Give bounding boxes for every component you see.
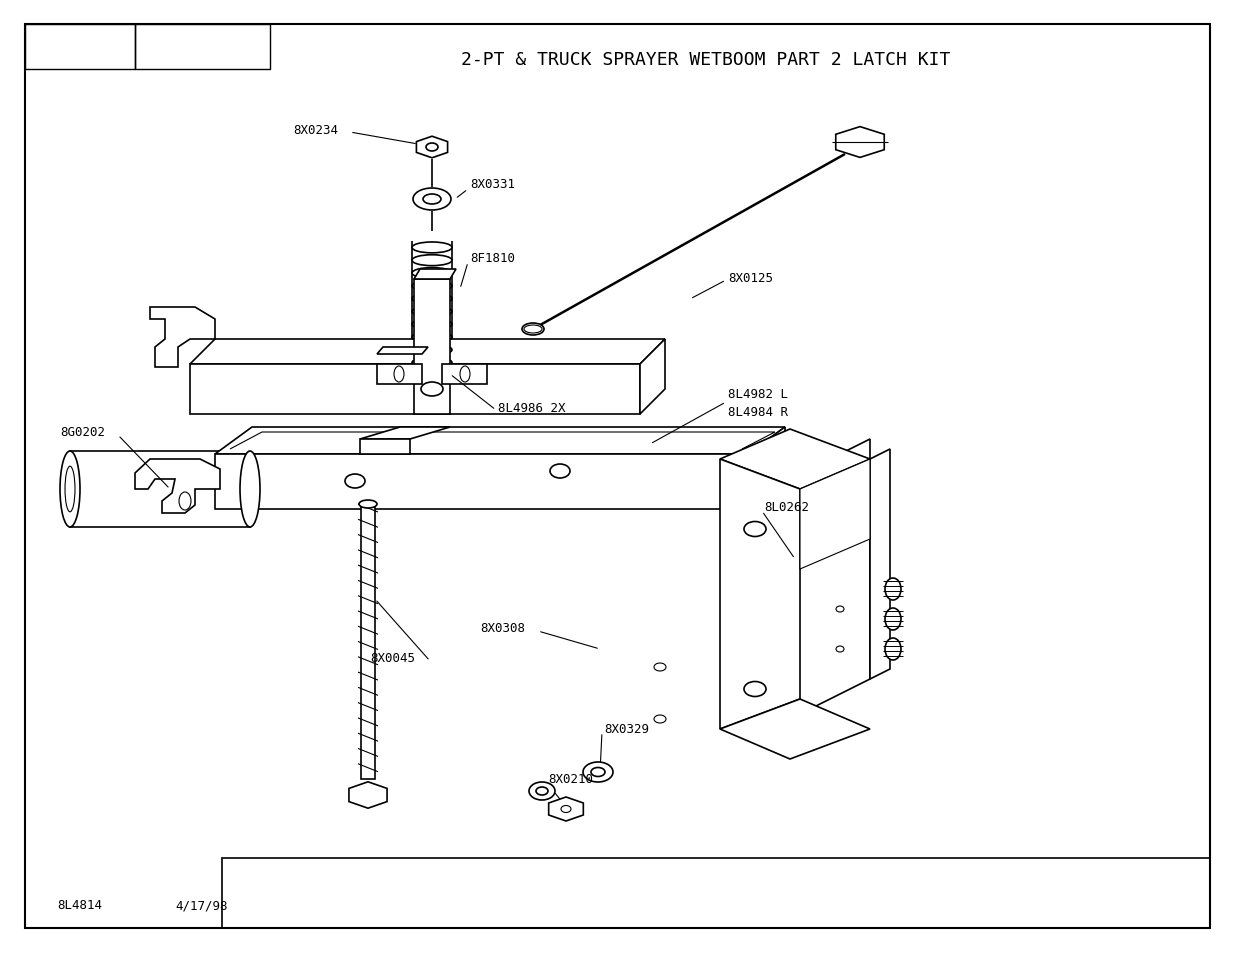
Polygon shape: [149, 308, 215, 368]
Ellipse shape: [359, 500, 377, 509]
Ellipse shape: [412, 269, 452, 279]
Text: 8F1810: 8F1810: [471, 252, 515, 264]
Polygon shape: [414, 270, 456, 280]
Polygon shape: [359, 439, 410, 455]
Polygon shape: [416, 137, 447, 158]
Bar: [25, 25, 135, 70]
Ellipse shape: [412, 333, 452, 343]
Ellipse shape: [65, 467, 75, 513]
Polygon shape: [836, 128, 884, 158]
Polygon shape: [230, 433, 776, 450]
Text: 8X0045: 8X0045: [370, 651, 415, 664]
Polygon shape: [190, 339, 664, 365]
Ellipse shape: [592, 768, 605, 777]
Ellipse shape: [426, 144, 438, 152]
Ellipse shape: [524, 326, 542, 334]
Ellipse shape: [424, 194, 441, 205]
Polygon shape: [377, 365, 422, 385]
Ellipse shape: [885, 639, 902, 660]
Text: 8L4814: 8L4814: [58, 899, 103, 911]
Ellipse shape: [885, 578, 902, 600]
Ellipse shape: [412, 319, 452, 331]
Ellipse shape: [412, 357, 452, 369]
Polygon shape: [720, 430, 869, 490]
Text: 8X0234: 8X0234: [293, 123, 338, 136]
Ellipse shape: [345, 475, 366, 489]
Polygon shape: [748, 428, 785, 510]
Text: 8L4986 2X: 8L4986 2X: [498, 401, 566, 414]
Ellipse shape: [179, 493, 191, 511]
Ellipse shape: [412, 307, 452, 317]
Text: 8X0210: 8X0210: [548, 773, 593, 785]
Text: 2-PT & TRUCK SPRAYER WETBOOM PART 2 LATCH KIT: 2-PT & TRUCK SPRAYER WETBOOM PART 2 LATC…: [462, 51, 951, 69]
Ellipse shape: [561, 805, 571, 813]
Text: 8L0262: 8L0262: [764, 501, 809, 514]
Text: 8X0329: 8X0329: [604, 722, 650, 736]
Ellipse shape: [421, 382, 443, 396]
Polygon shape: [135, 459, 220, 514]
Polygon shape: [190, 365, 640, 415]
Polygon shape: [869, 450, 890, 679]
Ellipse shape: [412, 255, 452, 266]
Ellipse shape: [655, 716, 666, 723]
Ellipse shape: [550, 464, 571, 478]
Ellipse shape: [412, 189, 451, 211]
Ellipse shape: [529, 782, 555, 801]
Ellipse shape: [394, 367, 404, 382]
Polygon shape: [720, 700, 869, 760]
Text: 4/17/98: 4/17/98: [175, 899, 228, 911]
Text: 8X0331: 8X0331: [471, 178, 515, 192]
Polygon shape: [800, 459, 869, 569]
Polygon shape: [640, 339, 664, 415]
Ellipse shape: [459, 367, 471, 382]
Polygon shape: [215, 455, 748, 510]
Polygon shape: [720, 459, 800, 729]
Text: 8L4984 R: 8L4984 R: [727, 405, 788, 418]
Polygon shape: [361, 504, 375, 780]
Ellipse shape: [655, 663, 666, 671]
Ellipse shape: [583, 762, 613, 782]
Polygon shape: [790, 439, 869, 720]
Ellipse shape: [412, 345, 452, 355]
Ellipse shape: [885, 608, 902, 630]
Text: 8L4982 L: 8L4982 L: [727, 388, 788, 401]
Polygon shape: [548, 797, 583, 821]
Text: 8X0125: 8X0125: [727, 272, 773, 284]
Polygon shape: [442, 365, 487, 385]
Polygon shape: [70, 452, 249, 527]
Ellipse shape: [536, 787, 548, 795]
Text: 8X0308: 8X0308: [480, 620, 525, 634]
Polygon shape: [350, 782, 387, 808]
Polygon shape: [359, 428, 450, 439]
Bar: [135, 25, 270, 70]
Ellipse shape: [743, 522, 766, 537]
Ellipse shape: [836, 646, 844, 652]
Ellipse shape: [240, 452, 261, 527]
Ellipse shape: [61, 452, 80, 527]
Polygon shape: [377, 348, 429, 355]
Bar: [222, 858, 1210, 928]
Text: 8G0202: 8G0202: [61, 425, 105, 438]
Polygon shape: [414, 280, 450, 415]
Ellipse shape: [412, 281, 452, 292]
Ellipse shape: [743, 681, 766, 697]
Polygon shape: [215, 428, 785, 455]
Ellipse shape: [522, 324, 543, 335]
Ellipse shape: [412, 243, 452, 253]
Ellipse shape: [836, 606, 844, 613]
Ellipse shape: [412, 294, 452, 305]
